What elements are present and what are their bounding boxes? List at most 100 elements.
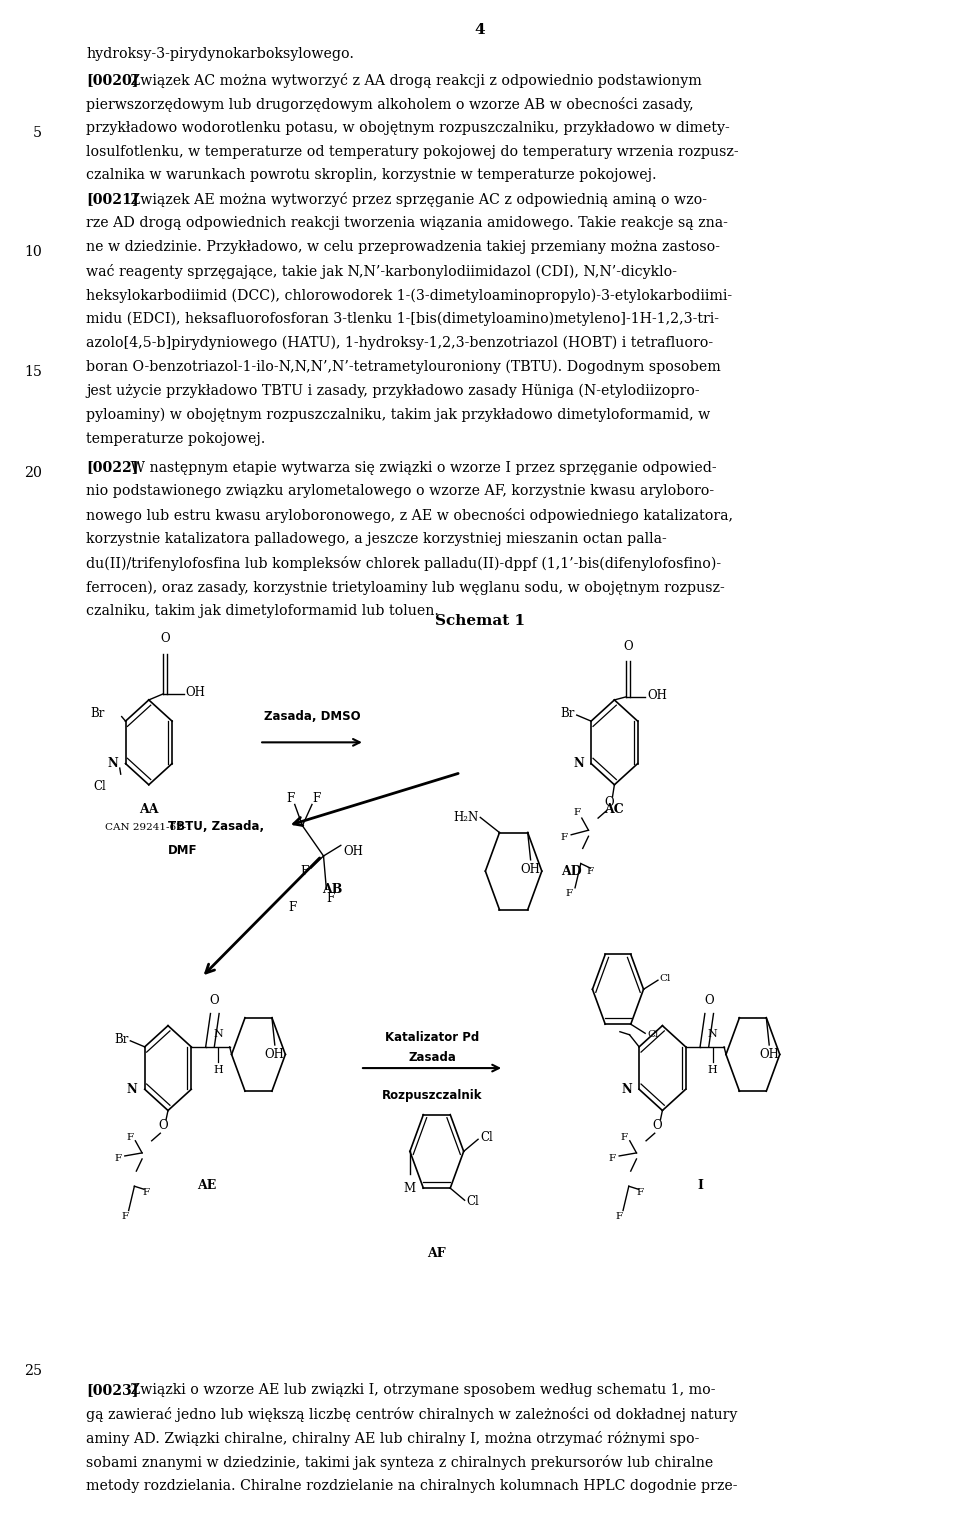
Text: Rozpuszczalnik: Rozpuszczalnik bbox=[382, 1089, 482, 1103]
Text: ne w dziedzinie. Przykładowo, w celu przeprowadzenia takiej przemiany można zast: ne w dziedzinie. Przykładowo, w celu prz… bbox=[86, 241, 720, 255]
Text: [0020]: [0020] bbox=[86, 73, 139, 86]
Text: czalniku, takim jak dimetyloformamid lub toluen.: czalniku, takim jak dimetyloformamid lub… bbox=[86, 604, 440, 618]
Text: Cl: Cl bbox=[480, 1132, 492, 1144]
Text: pierwszorzędowym lub drugorzędowym alkoholem o wzorze AB w obecności zasady,: pierwszorzędowym lub drugorzędowym alkoh… bbox=[86, 97, 694, 112]
Text: O: O bbox=[158, 1120, 168, 1132]
Text: F: F bbox=[561, 833, 568, 842]
Text: Cl: Cl bbox=[93, 780, 107, 792]
Text: Cl: Cl bbox=[660, 974, 671, 983]
Text: czalnika w warunkach powrotu skroplin, korzystnie w temperaturze pokojowej.: czalnika w warunkach powrotu skroplin, k… bbox=[86, 168, 657, 182]
Text: 20: 20 bbox=[24, 465, 42, 480]
Text: Katalizator Pd: Katalizator Pd bbox=[385, 1030, 479, 1044]
Text: OH: OH bbox=[520, 864, 540, 876]
Text: 5: 5 bbox=[33, 126, 42, 139]
Text: O: O bbox=[209, 994, 219, 1007]
Text: OH: OH bbox=[647, 689, 667, 701]
Text: AB: AB bbox=[322, 883, 342, 897]
Text: metody rozdzielania. Chiralne rozdzielanie na chiralnych kolumnach HPLC dogodnie: metody rozdzielania. Chiralne rozdzielan… bbox=[86, 1479, 738, 1492]
Text: [0021]: [0021] bbox=[86, 192, 139, 206]
Text: Cl: Cl bbox=[467, 1195, 479, 1209]
Text: AA: AA bbox=[139, 803, 158, 817]
Text: F: F bbox=[636, 1188, 644, 1197]
Text: azolo[4,5-b]pirydyniowego (HATU), 1-hydroksy-1,2,3-benzotriazol (HOBT) i tetrafl: azolo[4,5-b]pirydyniowego (HATU), 1-hydr… bbox=[86, 336, 713, 350]
Text: F: F bbox=[609, 1154, 616, 1164]
Text: F: F bbox=[114, 1154, 122, 1164]
Text: 25: 25 bbox=[24, 1364, 42, 1379]
Text: 15: 15 bbox=[24, 365, 42, 379]
Text: Schemat 1: Schemat 1 bbox=[435, 614, 525, 627]
Text: M: M bbox=[404, 1182, 416, 1195]
Text: ferrocen), oraz zasady, korzystnie trietyloaminy lub węglanu sodu, w obojętnym r: ferrocen), oraz zasady, korzystnie triet… bbox=[86, 580, 725, 594]
Text: H₂N: H₂N bbox=[453, 811, 478, 824]
Text: N: N bbox=[621, 1083, 632, 1095]
Text: F: F bbox=[587, 867, 594, 876]
Text: I: I bbox=[698, 1179, 704, 1192]
Text: heksylokarbodiimid (DCC), chlorowodorek 1-(3-dimetyloaminopropylo)-3-etylokarbod: heksylokarbodiimid (DCC), chlorowodorek … bbox=[86, 288, 732, 303]
Text: O: O bbox=[623, 639, 633, 653]
Text: AD: AD bbox=[561, 865, 582, 877]
Text: N: N bbox=[127, 1083, 137, 1095]
Text: H: H bbox=[708, 1065, 717, 1076]
Text: du(II)/trifenylofosfina lub kompleksów chlorek palladu(II)-dppf (1,1’-bis(difeny: du(II)/trifenylofosfina lub kompleksów c… bbox=[86, 556, 722, 571]
Text: F: F bbox=[615, 1212, 623, 1221]
Text: midu (EDCI), heksafluorofosforan 3-tlenku 1-[bis(dimetyloamino)metyleno]-1H-1,2,: midu (EDCI), heksafluorofosforan 3-tlenk… bbox=[86, 312, 719, 326]
Text: TBTU, Zasada,: TBTU, Zasada, bbox=[168, 820, 264, 833]
Text: DMF: DMF bbox=[168, 844, 198, 857]
Text: Zasada, DMSO: Zasada, DMSO bbox=[264, 709, 360, 723]
Text: OH: OH bbox=[185, 686, 205, 698]
Text: F: F bbox=[565, 889, 573, 898]
Text: OH: OH bbox=[759, 1048, 780, 1060]
Text: wać reagenty sprzęgające, takie jak N,N’-karbonylodiimidazol (CDI), N,N’-dicyklo: wać reagenty sprzęgające, takie jak N,N’… bbox=[86, 264, 678, 279]
Text: CAN 29241-62-1: CAN 29241-62-1 bbox=[105, 823, 193, 832]
Text: O: O bbox=[653, 1120, 662, 1132]
Text: rze AD drogą odpowiednich reakcji tworzenia wiązania amidowego. Takie reakcje są: rze AD drogą odpowiednich reakcji tworze… bbox=[86, 217, 729, 230]
Text: F: F bbox=[121, 1212, 129, 1221]
Text: Br: Br bbox=[561, 708, 575, 720]
Text: 4: 4 bbox=[474, 23, 486, 36]
Text: F: F bbox=[142, 1188, 150, 1197]
Text: Związek AC można wytworzyć z AA drogą reakcji z odpowiednio podstawionym: Związek AC można wytworzyć z AA drogą re… bbox=[126, 73, 702, 88]
Text: F: F bbox=[300, 865, 308, 877]
Text: O: O bbox=[605, 797, 614, 809]
Text: N: N bbox=[108, 758, 118, 770]
Text: hydroksy-3-pirydynokarboksylowego.: hydroksy-3-pirydynokarboksylowego. bbox=[86, 47, 354, 61]
Text: N: N bbox=[213, 1029, 223, 1039]
Text: O: O bbox=[160, 632, 170, 645]
Text: korzystnie katalizatora palladowego, a jeszcze korzystniej mieszanin octan palla: korzystnie katalizatora palladowego, a j… bbox=[86, 532, 667, 547]
Text: AE: AE bbox=[197, 1179, 216, 1192]
Text: F: F bbox=[289, 901, 297, 915]
Text: H: H bbox=[213, 1065, 223, 1076]
Text: przykładowo wodorotlenku potasu, w obojętnym rozpuszczalniku, przykładowo w dime: przykładowo wodorotlenku potasu, w oboję… bbox=[86, 121, 731, 135]
Text: sobami znanymi w dziedzinie, takimi jak synteza z chiralnych prekursorów lub chi: sobami znanymi w dziedzinie, takimi jak … bbox=[86, 1454, 713, 1470]
Text: N: N bbox=[573, 758, 584, 770]
Text: Br: Br bbox=[114, 1033, 129, 1045]
Text: AF: AF bbox=[427, 1247, 446, 1260]
Text: Zasada: Zasada bbox=[408, 1050, 456, 1064]
Text: F: F bbox=[126, 1133, 133, 1142]
Text: jest użycie przykładowo TBTU i zasady, przykładowo zasady Hüniga (N-etylodiizopr: jest użycie przykładowo TBTU i zasady, p… bbox=[86, 383, 700, 398]
Text: aminy AD. Związki chiralne, chiralny AE lub chiralny I, można otrzymać różnymi s: aminy AD. Związki chiralne, chiralny AE … bbox=[86, 1432, 700, 1447]
Text: boran O-benzotriazol-1-ilo-N,N,N’,N’-tetrametylouroniony (TBTU). Dogodnym sposob: boran O-benzotriazol-1-ilo-N,N,N’,N’-tet… bbox=[86, 361, 721, 374]
Text: F: F bbox=[287, 792, 295, 804]
Text: Związek AE można wytworzyć przez sprzęganie AC z odpowiednią aminą o wzo-: Związek AE można wytworzyć przez sprzęga… bbox=[126, 192, 707, 208]
Text: [0022]: [0022] bbox=[86, 461, 139, 474]
Text: gą zawierać jedno lub większą liczbę centrów chiralnych w zależności od dokładne: gą zawierać jedno lub większą liczbę cen… bbox=[86, 1407, 738, 1423]
Text: F: F bbox=[313, 792, 321, 804]
Text: F: F bbox=[620, 1133, 628, 1142]
Text: OH: OH bbox=[265, 1048, 285, 1060]
Text: OH: OH bbox=[344, 845, 364, 857]
Text: O: O bbox=[704, 994, 713, 1007]
Text: nowego lub estru kwasu aryloboronowego, z AE w obecności odpowiedniego katalizat: nowego lub estru kwasu aryloboronowego, … bbox=[86, 509, 733, 524]
Text: F: F bbox=[326, 892, 334, 904]
Text: temperaturze pokojowej.: temperaturze pokojowej. bbox=[86, 432, 266, 445]
Text: Cl: Cl bbox=[647, 1030, 659, 1039]
Text: AC: AC bbox=[605, 803, 624, 817]
Text: F: F bbox=[573, 807, 581, 817]
Text: nio podstawionego związku arylometalowego o wzorze AF, korzystnie kwasu arylobor: nio podstawionego związku arylometaloweg… bbox=[86, 485, 714, 498]
Text: N: N bbox=[708, 1029, 717, 1039]
Text: Związki o wzorze AE lub związki I, otrzymane sposobem według schematu 1, mo-: Związki o wzorze AE lub związki I, otrzy… bbox=[126, 1383, 715, 1397]
Text: [0023]: [0023] bbox=[86, 1383, 139, 1397]
Text: 10: 10 bbox=[24, 245, 42, 259]
Text: pyloaminy) w obojętnym rozpuszczalniku, takim jak przykładowo dimetyloformamid, : pyloaminy) w obojętnym rozpuszczalniku, … bbox=[86, 408, 710, 423]
Text: Br: Br bbox=[90, 708, 105, 720]
